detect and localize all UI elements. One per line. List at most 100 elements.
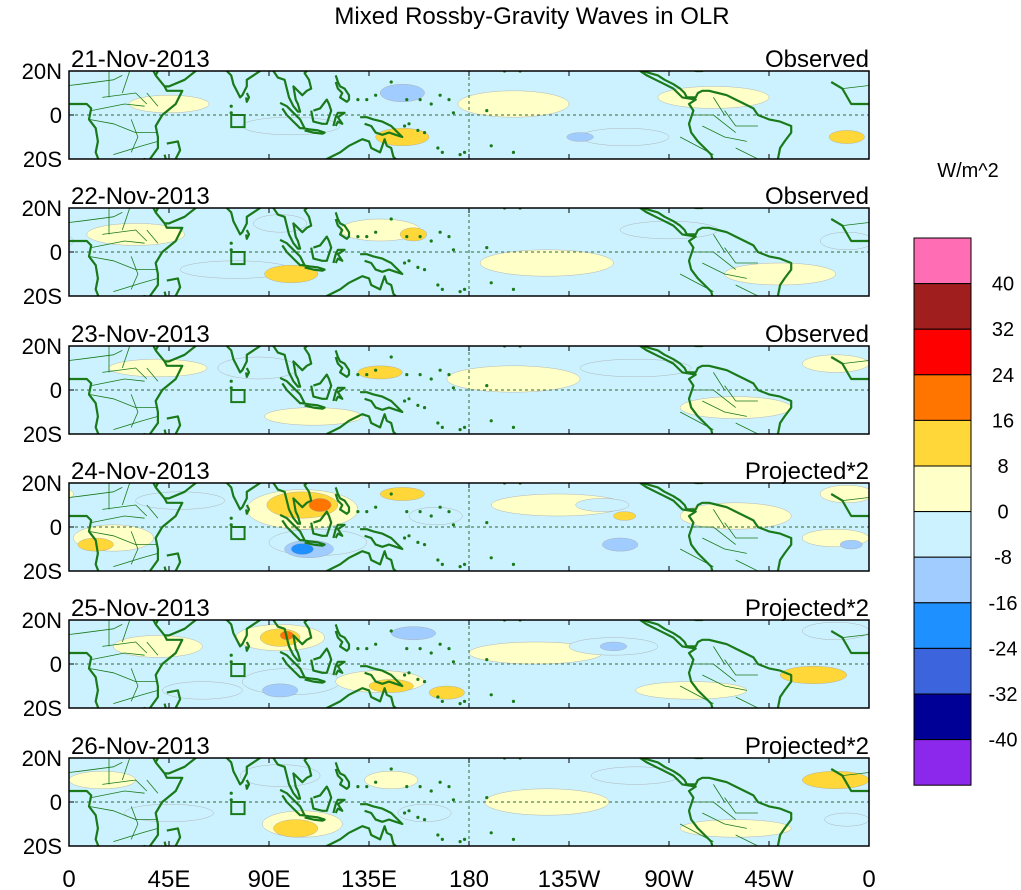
island [479,297,482,300]
panel-date: 26-Nov-2013 [71,733,210,760]
island [389,492,393,496]
coastline [325,825,398,846]
border-line [91,652,145,660]
olr-anomaly [802,622,869,640]
island [479,572,482,575]
colorbar-label: -24 [989,638,1018,660]
island [402,261,407,265]
island [229,241,233,245]
border-line [724,797,758,814]
colorbar-swatch [913,693,972,741]
panel-field [69,620,869,708]
coastline [154,758,198,775]
border-line [113,416,159,430]
olr-anomaly [428,685,465,700]
coastline [639,620,793,708]
country-borders [69,346,869,434]
island [440,287,444,291]
border-line [947,93,958,106]
border-line [130,531,139,565]
panel-date: 23-Nov-2013 [71,321,210,348]
island [229,386,233,390]
coastline [310,235,333,262]
panel-field [69,483,869,575]
coastline [163,140,182,159]
island [407,534,411,538]
islands [229,483,522,575]
x-tick-label: 90E [248,866,291,890]
island [405,785,409,789]
island [407,671,411,675]
border-line [88,119,158,134]
border-line [922,204,931,230]
olr-anomaly [108,359,207,378]
olr-anomaly [379,83,425,102]
colorbar-label: -16 [989,593,1018,615]
border-line [713,646,725,665]
island [429,514,433,518]
olr-anomaly [446,365,581,393]
island [416,677,420,682]
island [365,235,369,239]
coastline [272,758,313,800]
border-line [913,828,958,841]
olr-anomaly [679,502,792,530]
coastline [272,620,313,662]
island [356,235,360,239]
coastline [334,350,351,378]
island [436,283,440,287]
island [485,521,489,525]
colorbar-swatch [913,511,972,558]
africa-coast [69,71,184,159]
olr-anomaly [479,249,614,277]
africa-coast [69,620,184,708]
panel-label: Projected*2 [745,733,869,760]
colorbar-swatch [913,283,972,330]
coastline [302,264,326,272]
x-tick-label: 135W [538,866,601,890]
border-line [931,806,938,839]
island [402,811,407,815]
y-tick-label: 0 [50,240,62,265]
island [462,150,467,154]
y-tick-label: 0 [50,103,62,128]
island [405,98,409,102]
island [440,150,444,154]
island [422,818,427,822]
border-line [69,762,123,773]
border-line [724,659,758,676]
island [511,150,516,154]
border-line [889,119,958,132]
island [447,647,451,651]
x-tick-label: 180 [449,866,489,890]
island [511,287,516,291]
border-line [146,504,159,519]
y-tick-label: 20N [22,196,62,221]
island [407,809,411,813]
border-line [130,394,139,428]
border-line [713,509,725,528]
coastline [310,98,333,125]
border-line [724,247,758,264]
colorbar-swatch [913,374,972,421]
y-tick-label: 20S [23,559,62,584]
border-line [113,141,159,155]
olr-anomaly [128,94,210,113]
island [356,647,360,651]
y-tick-label: 20N [22,334,62,359]
island [402,399,407,403]
island [416,815,420,820]
africa-coast [69,758,184,846]
island [485,658,489,662]
coastline [360,803,404,826]
border-line [735,422,759,434]
border-line [113,553,159,567]
panel-date: 21-Nov-2013 [71,46,210,73]
coastline [154,208,198,225]
border-line [891,791,944,798]
panel-field [69,71,958,159]
border-line [735,834,759,846]
y-tick-label: 20N [22,59,62,84]
coastline [302,539,326,547]
island [436,421,440,425]
